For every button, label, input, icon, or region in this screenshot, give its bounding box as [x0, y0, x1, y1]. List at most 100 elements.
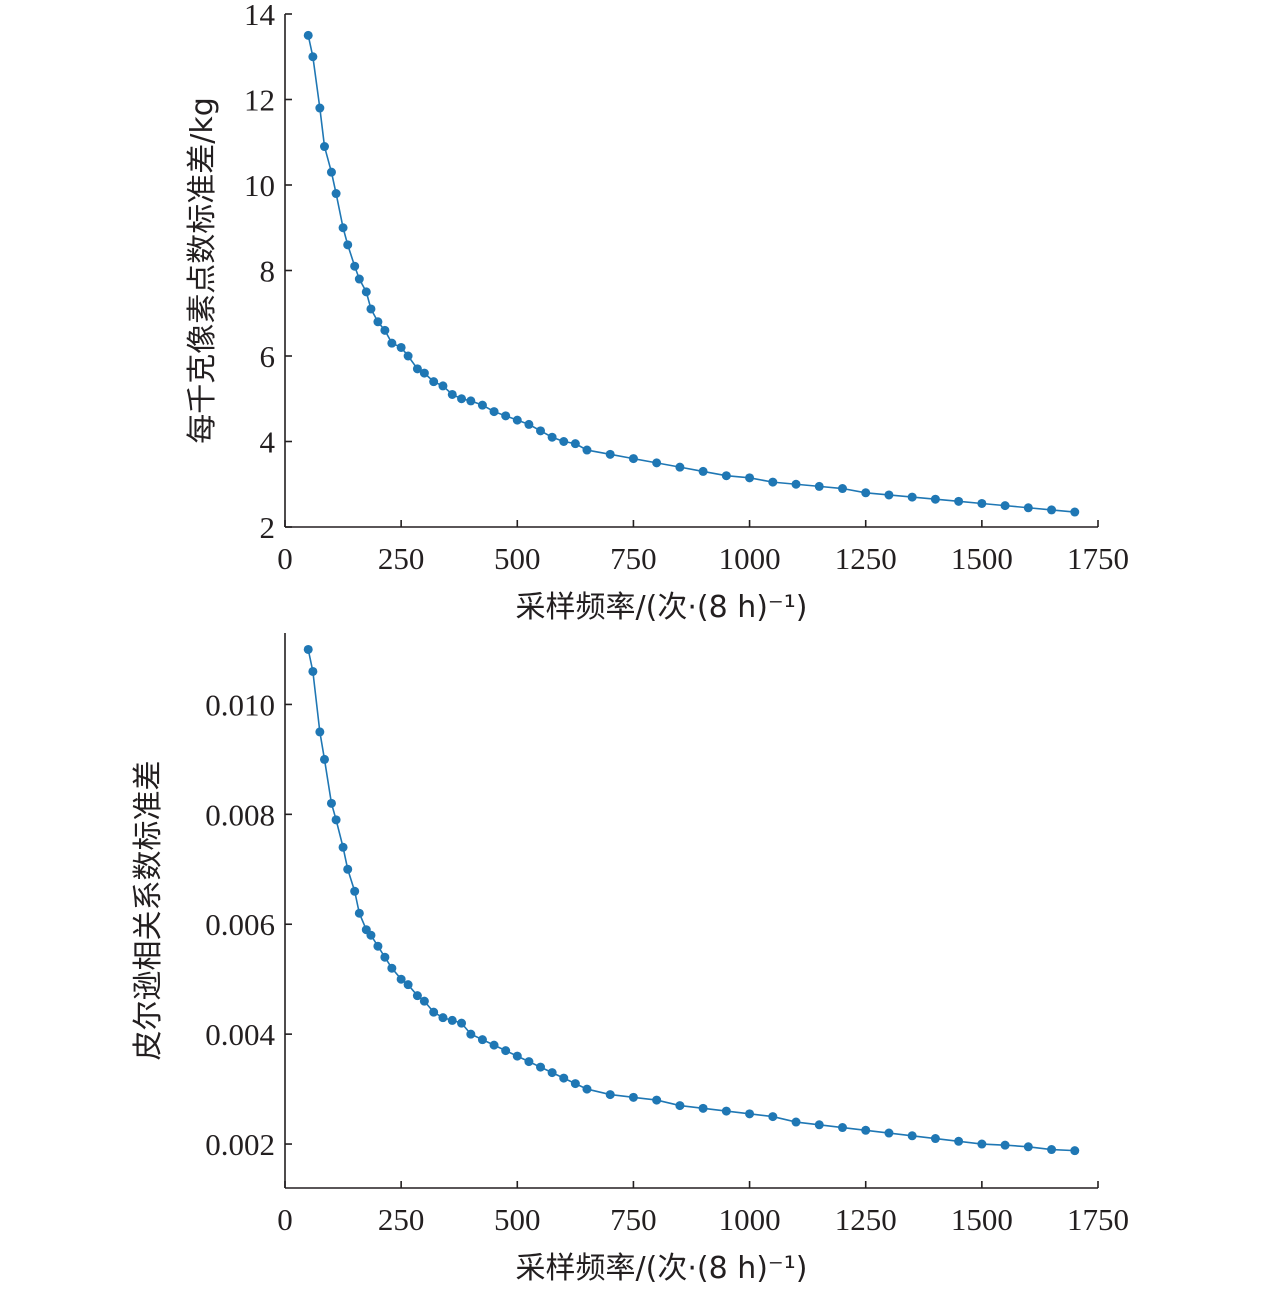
- x-tick-label: 1000: [719, 1202, 781, 1237]
- data-point: [387, 963, 397, 973]
- data-point: [512, 415, 522, 425]
- x-tick-label: 500: [494, 1202, 541, 1237]
- data-point: [361, 287, 371, 297]
- data-point: [308, 52, 318, 62]
- data-point: [366, 930, 376, 940]
- data-point: [675, 1101, 685, 1111]
- data-point: [457, 1018, 467, 1028]
- data-point: [536, 1062, 546, 1072]
- data-point: [791, 1117, 801, 1127]
- data-point: [326, 798, 336, 808]
- data-point: [354, 908, 364, 918]
- data-point: [768, 477, 778, 487]
- data-point: [977, 498, 987, 508]
- y-tick-label: 0.002: [205, 1127, 275, 1162]
- data-point: [861, 488, 871, 498]
- data-point: [477, 400, 487, 410]
- y-tick-label: 10: [244, 168, 275, 203]
- data-point: [930, 1134, 940, 1144]
- data-point: [582, 445, 592, 455]
- data-point: [380, 952, 390, 962]
- data-point: [438, 381, 448, 391]
- y-tick-label: 6: [260, 339, 276, 374]
- data-point: [605, 449, 615, 459]
- series-line: [307, 649, 1075, 1152]
- data-point: [1070, 507, 1080, 517]
- data-point: [315, 103, 325, 113]
- data-point: [429, 377, 439, 387]
- data-point: [489, 407, 499, 417]
- data-point: [319, 142, 329, 152]
- data-point: [303, 30, 313, 40]
- x-axis-title: 采样频率/(次·(8 h)⁻¹): [516, 1251, 808, 1286]
- data-point: [652, 1095, 662, 1105]
- x-axis-title: 采样频率/(次·(8 h)⁻¹): [516, 590, 808, 625]
- data-point: [501, 1046, 511, 1056]
- data-point: [338, 223, 348, 233]
- data-point: [1000, 1140, 1010, 1150]
- data-point: [977, 1139, 987, 1149]
- data-point: [466, 1029, 476, 1039]
- x-tick-label: 750: [610, 1202, 657, 1237]
- x-tick-label: 1250: [835, 541, 897, 576]
- data-point: [837, 484, 847, 494]
- data-point: [429, 1007, 439, 1017]
- data-point: [338, 842, 348, 852]
- data-point: [1070, 1146, 1080, 1156]
- data-point: [745, 1109, 755, 1119]
- x-tick-label: 0: [277, 541, 293, 576]
- data-point: [331, 189, 341, 199]
- data-point: [396, 342, 406, 352]
- y-axis-title: 皮尔逊相关系数标准差: [131, 761, 166, 1061]
- data-point: [547, 432, 557, 442]
- data-point: [466, 396, 476, 406]
- data-point: [343, 864, 353, 874]
- data-point: [1047, 505, 1057, 515]
- data-point: [768, 1112, 778, 1122]
- data-point: [387, 338, 397, 348]
- data-point: [930, 494, 940, 504]
- data-point: [698, 466, 708, 476]
- data-point: [814, 481, 824, 491]
- data-point: [745, 473, 755, 483]
- data-point: [559, 1073, 569, 1083]
- data-point: [326, 167, 336, 177]
- data-point: [319, 754, 329, 764]
- data-point: [396, 974, 406, 984]
- chart-bottom: 0 250 500 750 1000 1250 1500 1750 0.002 0.004 0.00…: [131, 633, 1129, 1286]
- data-point: [652, 458, 662, 468]
- data-point: [403, 351, 413, 361]
- data-point: [536, 426, 546, 436]
- data-point: [628, 1092, 638, 1102]
- data-point: [350, 261, 360, 271]
- y-tick-label: 0.008: [205, 797, 275, 832]
- data-point: [315, 727, 325, 737]
- data-point: [419, 996, 429, 1006]
- data-point: [547, 1068, 557, 1078]
- data-point: [1000, 501, 1010, 511]
- y-tick-label: 0.010: [205, 687, 275, 722]
- x-tick-label: 0: [277, 1202, 293, 1237]
- data-point: [884, 1128, 894, 1138]
- x-tick-label: 1750: [1067, 1202, 1129, 1237]
- data-point: [403, 980, 413, 990]
- data-point: [447, 1015, 457, 1025]
- data-point: [512, 1051, 522, 1061]
- data-point: [354, 274, 364, 284]
- data-point: [419, 368, 429, 378]
- data-point: [489, 1040, 499, 1050]
- data-point: [907, 492, 917, 502]
- data-point: [438, 1013, 448, 1023]
- x-tick-label: 500: [494, 541, 541, 576]
- x-tick-label: 250: [378, 541, 425, 576]
- data-point: [675, 462, 685, 472]
- x-tick-label: 1500: [951, 541, 1013, 576]
- x-tick-label: 1500: [951, 1202, 1013, 1237]
- data-point: [559, 437, 569, 446]
- data-point: [570, 439, 580, 449]
- data-point: [861, 1125, 871, 1135]
- data-point: [884, 490, 894, 500]
- x-tick-label: 250: [378, 1202, 425, 1237]
- data-point: [721, 471, 731, 481]
